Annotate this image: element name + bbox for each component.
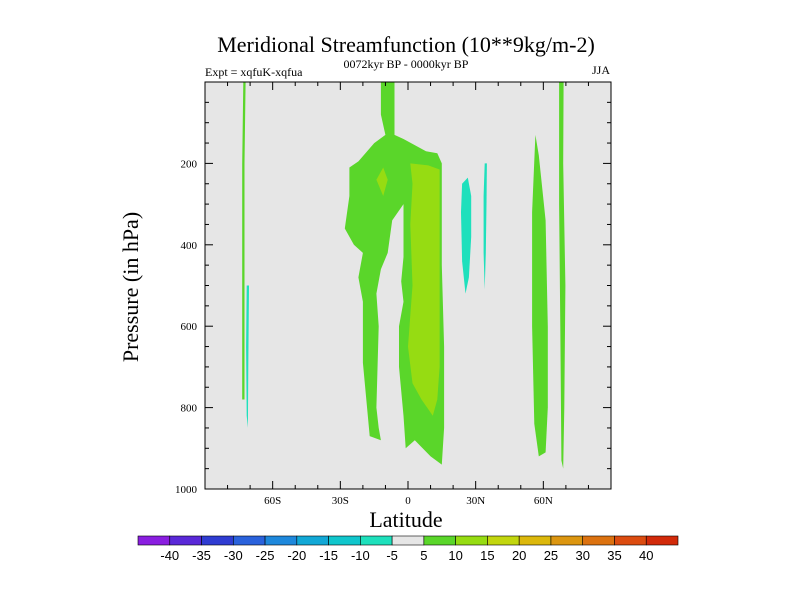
colorbar-label: 10 <box>448 548 462 563</box>
y-tick-label: 1000 <box>175 484 198 496</box>
x-tick-label: 60S <box>264 495 281 507</box>
y-tick-label: 600 <box>181 321 198 333</box>
colorbar-swatch <box>487 535 520 546</box>
contour-region-3 <box>408 163 440 416</box>
x-tick-label: 30S <box>332 495 349 507</box>
colorbar-label: 5 <box>420 548 427 563</box>
y-axis-label: Pressure (in hPa) <box>118 212 143 362</box>
contour-region-0 <box>242 82 246 400</box>
x-tick-label: 0 <box>405 495 411 507</box>
contour-regions <box>242 82 566 469</box>
chart-title: Meridional Streamfunction (10**9kg/m-2) <box>217 32 595 57</box>
contour-region-4 <box>376 167 388 196</box>
x-axis-label: Latitude <box>369 507 442 532</box>
colorbar-swatch <box>232 535 266 546</box>
colorbar-swatch <box>201 535 234 546</box>
colorbar-label: 20 <box>512 548 526 563</box>
colorbar-label: -15 <box>319 548 338 563</box>
colorbar-label: -30 <box>224 548 243 563</box>
colorbar-label: -10 <box>351 548 370 563</box>
x-tick-label: 30N <box>466 495 485 507</box>
colorbar-label: 15 <box>480 548 494 563</box>
x-tick-label: 60N <box>534 495 553 507</box>
contour-region-7 <box>532 134 548 457</box>
colorbar-swatch <box>296 535 329 546</box>
axis-ticks: 60S 30S 0 30N 60N 200 400 600 800 1000 <box>175 82 611 507</box>
colorbar-label: 30 <box>575 548 589 563</box>
colorbar-label: -35 <box>192 548 211 563</box>
colorbar-label: 40 <box>639 548 653 563</box>
colorbar-label: 25 <box>544 548 558 563</box>
contour-region-8 <box>559 82 566 469</box>
colorbar-swatch <box>582 535 615 546</box>
contour-region-1 <box>246 285 249 428</box>
colorbar-swatch <box>614 535 647 546</box>
colorbar-label: -25 <box>256 548 275 563</box>
y-tick-label: 800 <box>181 403 198 415</box>
y-tick-label: 400 <box>181 240 198 252</box>
colorbar-swatch <box>455 535 488 546</box>
colorbar-swatch <box>264 535 298 546</box>
colorbar-swatch <box>328 535 361 546</box>
colorbar-swatch <box>645 535 679 546</box>
colorbar-label: -20 <box>287 548 306 563</box>
chart-subtitle-left: Expt = xqfuK-xqfua <box>205 65 303 79</box>
contour-region-6 <box>483 163 487 290</box>
colorbar-label: -5 <box>386 548 398 563</box>
colorbar-label: 35 <box>607 548 621 563</box>
colorbar-swatch <box>169 535 202 546</box>
colorbar-swatch <box>423 535 456 546</box>
y-tick-label: 200 <box>181 158 198 170</box>
chart-subtitle-right: JJA <box>592 63 610 77</box>
colorbar-swatch <box>550 535 584 546</box>
colorbar-swatch <box>391 535 425 546</box>
colorbar-swatch <box>360 535 393 546</box>
colorbar-swatch <box>518 535 552 546</box>
colorbar-label: -40 <box>160 548 179 563</box>
contour-region-5 <box>461 177 472 294</box>
chart-subtitle-center: 0072kyr BP - 0000kyr BP <box>344 57 469 71</box>
colorbar: -40 -35 -30 -25 -20 -15 -10 -5 5 10 15 20 25 30 35 40 <box>137 535 679 563</box>
colorbar-swatch <box>137 535 171 546</box>
